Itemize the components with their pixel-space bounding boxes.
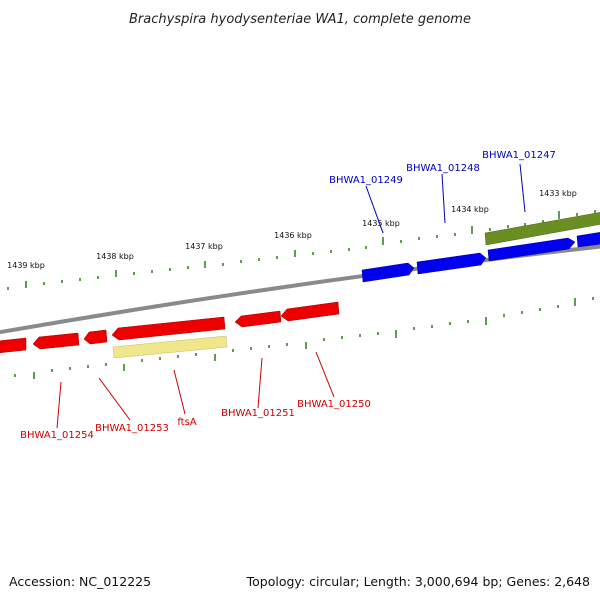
gene-bhwa1-01248[interactable] — [416, 252, 487, 275]
gene-ftsA[interactable] — [111, 316, 226, 341]
gene-bhwa1-01253[interactable] — [83, 329, 108, 345]
kbp-label-1435: 1435 kbp — [362, 219, 400, 228]
reverse-strand-features — [0, 301, 340, 359]
leader-bhwa1-01248 — [441, 173, 446, 224]
label-ftsA[interactable]: ftsA — [177, 417, 196, 428]
genome-stats-text: Topology: circular; Length: 3,000,694 bp… — [246, 574, 590, 589]
accession-text: Accession: NC_012225 — [9, 574, 151, 589]
leader-bhwa1-01249 — [365, 185, 384, 234]
label-bhwa1-01248[interactable]: BHWA1_01248 — [406, 163, 480, 174]
label-bhwa1-01250[interactable]: BHWA1_01250 — [297, 399, 371, 410]
leader-bhwa1-01254 — [56, 381, 62, 429]
map-title: Brachyspira hyodysenteriae WA1, complete… — [129, 12, 471, 27]
gene-bhwa1-01247[interactable] — [487, 237, 576, 262]
feature-forward-olive[interactable] — [484, 212, 600, 246]
kbp-label-1437: 1437 kbp — [185, 242, 223, 251]
leader-bhwa1-01251 — [257, 357, 263, 409]
label-bhwa1-01253[interactable]: BHWA1_01253 — [95, 423, 169, 434]
leader-bhwa1-01253 — [98, 377, 131, 421]
inner-tick-ring — [14, 297, 594, 379]
kbp-label-1433: 1433 kbp — [539, 189, 577, 198]
feature-ftsA-khaki[interactable] — [112, 335, 228, 359]
gene-bhwa1-01251[interactable] — [234, 310, 282, 328]
kbp-label-1436: 1436 kbp — [274, 231, 312, 240]
kbp-label-1439: 1439 kbp — [7, 261, 45, 270]
leader-bhwa1-01250 — [315, 351, 335, 398]
label-leader-lines — [56, 163, 526, 429]
gene-bhwa1-01254[interactable] — [32, 332, 80, 350]
outer-tick-ring — [7, 210, 596, 290]
leader-ftsA — [173, 369, 186, 415]
gene-bhwa1-01250[interactable] — [280, 301, 340, 322]
kbp-label-1434: 1434 kbp — [451, 205, 489, 214]
label-bhwa1-01247[interactable]: BHWA1_01247 — [482, 150, 556, 161]
label-bhwa1-01249[interactable]: BHWA1_01249 — [329, 175, 403, 186]
forward-strand-features — [361, 212, 600, 283]
gene-bhwa1-01249[interactable] — [361, 262, 415, 283]
kbp-label-1438: 1438 kbp — [96, 252, 134, 261]
gene-reverse-edge[interactable] — [0, 337, 27, 354]
label-bhwa1-01254[interactable]: BHWA1_01254 — [20, 430, 94, 441]
gene-forward-edge[interactable] — [576, 232, 600, 248]
leader-bhwa1-01247 — [519, 163, 526, 213]
label-bhwa1-01251[interactable]: BHWA1_01251 — [221, 408, 295, 419]
genome-backbone — [0, 244, 600, 335]
